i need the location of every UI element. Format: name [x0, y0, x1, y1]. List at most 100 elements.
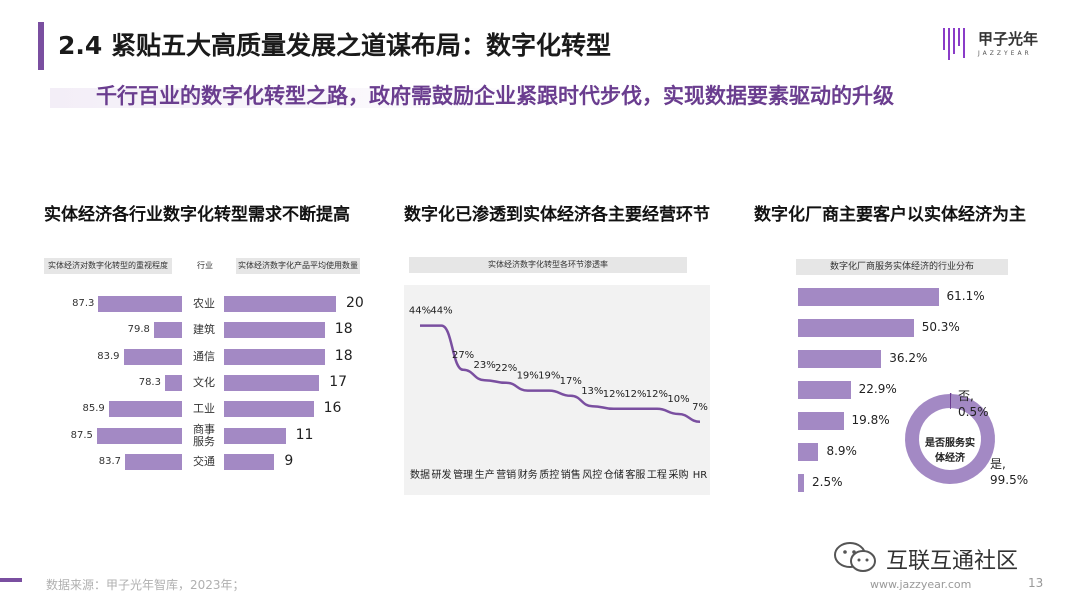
- donut-label-yes: 是, 99.5%: [990, 457, 1029, 487]
- distribution-bar: [798, 288, 939, 306]
- penetration-label: 22%: [495, 363, 517, 374]
- distribution-value: 19.8%: [851, 413, 890, 427]
- penetration-label: 44%: [430, 306, 452, 317]
- donut-label-no: 否, 0.5%: [958, 389, 989, 419]
- distribution-value: 36.2%: [889, 351, 928, 365]
- importance-bar: [96, 427, 182, 444]
- penetration-label: 12%: [624, 389, 646, 400]
- usage-value: 18: [334, 321, 353, 338]
- usage-bar: [224, 296, 336, 312]
- stage-tick-label: 采购: [668, 468, 688, 481]
- industry-label: 文化: [193, 375, 215, 389]
- page-title: 2.4 紧贴五大高质量发展之道谋布局：数字化转型: [58, 31, 611, 60]
- importance-value: 79.8: [127, 324, 150, 336]
- importance-value: 85.9: [82, 403, 105, 415]
- penetration-label: 10%: [667, 394, 689, 405]
- usage-value: 18: [334, 347, 353, 364]
- usage-value: 17: [329, 373, 348, 390]
- left-header: 实体经济对数字化转型的重视程度: [44, 258, 172, 274]
- middle-section-title: 数字化已渗透到实体经济各主要经营环节: [404, 205, 710, 225]
- importance-bar: [123, 348, 182, 365]
- stage-tick-label: 数据: [410, 468, 430, 481]
- importance-bar: [98, 296, 182, 312]
- footer-accent-bar: [0, 578, 22, 582]
- logo-subtext: JAZZYEAR: [978, 50, 1032, 57]
- importance-bar: [125, 453, 182, 470]
- industry-header: 行业: [184, 258, 226, 274]
- industry-label: 商事 服务: [193, 422, 215, 448]
- donut-center-label: 是否服务实体经济: [925, 438, 975, 464]
- distribution-bar: [798, 381, 851, 399]
- penetration-line: [419, 324, 701, 424]
- importance-bar: [164, 374, 182, 391]
- importance-bar: [153, 322, 182, 339]
- importance-value: 83.9: [97, 350, 120, 362]
- distribution-bar: [798, 350, 882, 368]
- usage-bar: [224, 348, 325, 365]
- penetration-label: 12%: [646, 389, 668, 400]
- source-note: 数据来源：甲子光年智库，2023年；: [46, 578, 245, 592]
- penetration-label: 19%: [517, 371, 539, 382]
- stage-tick-label: 营销: [496, 468, 516, 481]
- stage-tick-label: HR: [693, 470, 708, 481]
- usage-value: 16: [323, 400, 342, 417]
- logo: 甲子光年 JAZZYEAR: [938, 20, 1048, 70]
- distribution-value: 61.1%: [946, 289, 985, 303]
- penetration-label: 44%: [409, 306, 431, 317]
- page-subtitle: 千行百业的数字化转型之路，政府需鼓励企业紧跟时代步伐，实现数据要素驱动的升级: [96, 84, 894, 108]
- penetration-label: 27%: [452, 350, 474, 361]
- line-chart-header: 实体经济数字化转型各环节渗透率: [409, 257, 687, 273]
- donut-slice-是: [905, 394, 995, 484]
- industry-label: 农业: [193, 297, 215, 310]
- industry-label: 通信: [193, 349, 215, 363]
- penetration-label: 12%: [603, 389, 625, 400]
- importance-value: 83.7: [98, 455, 122, 467]
- distribution-value: 22.9%: [858, 382, 897, 396]
- line-chart-panel: [404, 285, 710, 495]
- subtitle-highlight: [50, 88, 610, 108]
- industry-label: 建筑: [193, 323, 215, 337]
- distribution-value: 50.3%: [921, 320, 960, 334]
- usage-bar: [224, 401, 314, 418]
- penetration-label: 7%: [692, 402, 708, 413]
- distribution-bar: [798, 474, 804, 492]
- dist-header: 数字化厂商服务实体经济的行业分布: [796, 259, 1008, 275]
- industry-label: 工业: [193, 402, 215, 416]
- stage-tick-label: 质控: [539, 468, 559, 481]
- usage-value: 9: [284, 452, 294, 469]
- stage-tick-label: 管理: [453, 468, 473, 481]
- usage-bar: [224, 322, 325, 339]
- stage-tick-label: 财务: [518, 468, 538, 481]
- website: www.jazzyear.com: [870, 578, 972, 591]
- logo-mark-icon: [943, 28, 965, 60]
- usage-bar: [224, 374, 320, 391]
- stage-tick-label: 客服: [625, 468, 645, 481]
- importance-value: 78.3: [138, 376, 161, 388]
- logo-text: 甲子光年: [978, 30, 1039, 48]
- industry-label: 交通: [193, 454, 215, 468]
- distribution-bar: [798, 443, 819, 461]
- wechat-account-name: 互联互通社区: [886, 549, 1019, 574]
- donut-chart: [905, 393, 995, 484]
- right-header: 实体经济数字化产品平均使用数量: [236, 258, 360, 274]
- distribution-value: 8.9%: [826, 444, 857, 458]
- penetration-label: 19%: [538, 371, 560, 382]
- usage-value: 20: [346, 295, 364, 311]
- title-accent-bar: [38, 22, 44, 70]
- stage-tick-label: 风控: [582, 468, 602, 481]
- usage-value: 11: [295, 426, 314, 443]
- stage-tick-label: 生产: [475, 468, 495, 481]
- penetration-label: 13%: [581, 386, 603, 397]
- penetration-label: 17%: [560, 376, 582, 387]
- stage-tick-label: 工程: [647, 469, 667, 481]
- wechat-icon: [832, 540, 880, 580]
- distribution-bar: [798, 412, 844, 430]
- page-number: 13: [1028, 576, 1044, 590]
- distribution-value: 2.5%: [812, 475, 843, 489]
- left-section-title: 实体经济各行业数字化转型需求不断提高: [44, 205, 350, 225]
- penetration-label: 23%: [473, 360, 495, 371]
- stage-tick-label: 研发: [432, 468, 452, 481]
- usage-bar: [224, 427, 286, 444]
- importance-value: 87.3: [72, 298, 95, 309]
